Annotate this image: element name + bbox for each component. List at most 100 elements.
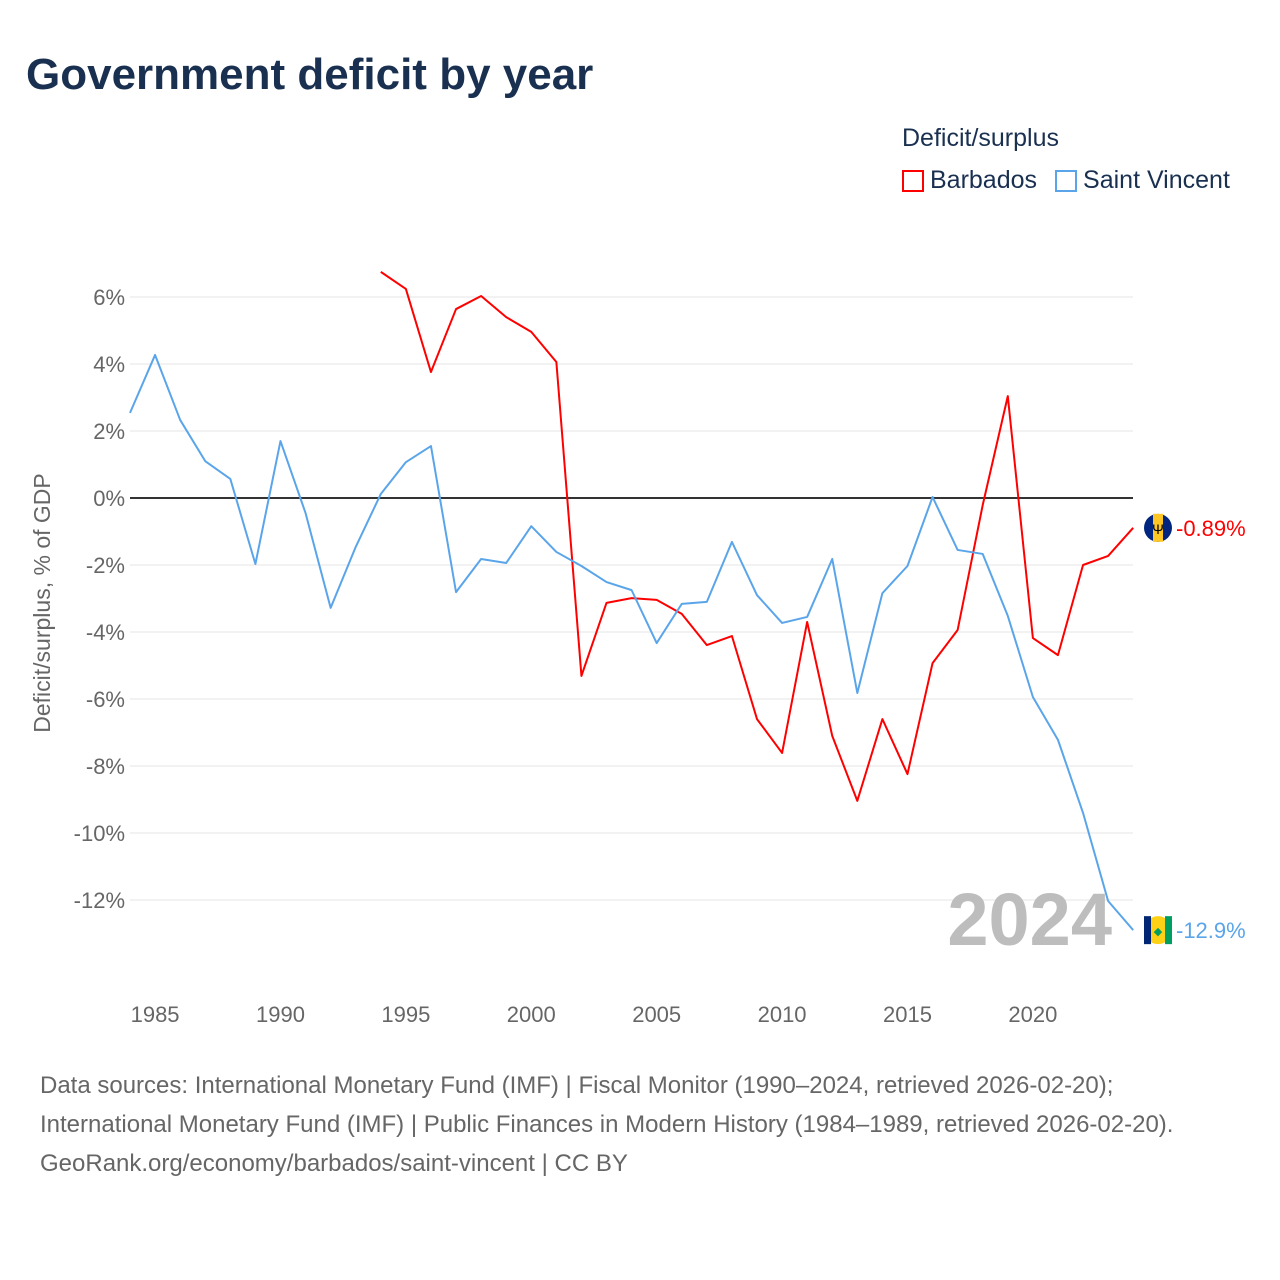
y-tick-label: 6% — [93, 285, 125, 310]
data-point — [705, 600, 709, 604]
legend-swatch-saint-vincent — [1055, 169, 1078, 192]
data-point — [830, 734, 834, 738]
data-point — [931, 661, 935, 665]
diamonds-icon: ◆ — [1154, 926, 1163, 938]
data-point — [178, 418, 182, 422]
data-point — [278, 439, 282, 443]
data-point — [1131, 526, 1135, 530]
data-point — [1131, 928, 1135, 932]
data-point — [905, 564, 909, 568]
data-point — [680, 612, 684, 616]
data-point — [755, 717, 759, 721]
data-point — [730, 540, 734, 544]
data-point — [1006, 614, 1010, 618]
data-point — [379, 492, 383, 496]
x-tick-label: 1995 — [381, 1002, 430, 1027]
data-point — [228, 477, 232, 481]
legend-swatch-barbados — [902, 169, 924, 192]
end-value-label: -12.9% — [1176, 918, 1246, 943]
data-point — [1056, 738, 1060, 742]
x-tick-label: 2015 — [883, 1002, 932, 1027]
x-tick-label: 2005 — [632, 1002, 681, 1027]
y-tick-label: -2% — [86, 553, 125, 578]
data-point — [605, 601, 609, 605]
data-point — [855, 691, 859, 695]
y-tick-label: -12% — [74, 888, 125, 913]
year-watermark: 2024 — [947, 878, 1112, 961]
y-tick-label: 2% — [93, 419, 125, 444]
legend-label-barbados: Barbados — [930, 166, 1038, 194]
data-point — [529, 524, 533, 528]
y-tick-label: 0% — [93, 486, 125, 511]
data-point — [504, 315, 508, 319]
data-point — [379, 270, 383, 274]
legend-title: Deficit/surplus — [902, 124, 1059, 152]
data-point — [153, 353, 157, 357]
data-point — [655, 641, 659, 645]
data-point — [730, 634, 734, 638]
x-tick-label: 1985 — [131, 1002, 180, 1027]
data-point — [1081, 563, 1085, 567]
line-chart: 6% 4% 2% 0% -2% -4% -6% -8% -10% -12% 1985 1990 1995… — [29, 270, 1246, 1027]
data-point — [855, 799, 859, 803]
data-point — [404, 287, 408, 291]
saint-vincent-flag-blue — [1144, 916, 1151, 945]
legend-item-barbados[interactable]: Barbados — [902, 166, 1037, 195]
data-point — [956, 548, 960, 552]
legend: Barbados Saint Vincent — [902, 166, 1230, 195]
data-point — [1031, 695, 1035, 699]
data-point — [605, 580, 609, 584]
data-point — [981, 503, 985, 507]
data-point — [755, 593, 759, 597]
data-point — [805, 620, 809, 624]
data-point — [630, 588, 634, 592]
chart-title: Government deficit by year — [26, 50, 594, 99]
legend-item-saint-vincent[interactable]: Saint Vincent — [1055, 166, 1230, 195]
barbados-flag-stripe — [1153, 513, 1163, 542]
legend-label-saint-vincent: Saint Vincent — [1083, 166, 1230, 194]
trident-icon: Ψ — [1152, 521, 1164, 537]
series-line-saint-vincent — [129, 353, 1134, 931]
y-tick-label: -4% — [86, 620, 125, 645]
data-point — [329, 606, 333, 610]
data-point — [579, 564, 583, 568]
footer: Data sources: International Monetary Fun… — [40, 1066, 1240, 1183]
x-tick-label: 2010 — [758, 1002, 807, 1027]
data-point — [1106, 899, 1110, 903]
data-point — [554, 550, 558, 554]
data-point — [1056, 653, 1060, 657]
data-point — [1081, 811, 1085, 815]
data-point — [1106, 554, 1110, 558]
data-point — [780, 621, 784, 625]
data-point — [253, 562, 257, 566]
credit-link[interactable]: GeoRank.org/economy/barbados/saint-vince… — [40, 1150, 628, 1177]
series-line-barbados — [380, 271, 1134, 802]
data-point — [880, 591, 884, 595]
data-sources: Data sources: International Monetary Fun… — [40, 1072, 1174, 1138]
y-tick-label: 4% — [93, 352, 125, 377]
data-point — [304, 511, 308, 515]
data-point — [680, 602, 684, 606]
data-point — [429, 444, 433, 448]
x-tick-label: 1990 — [256, 1002, 305, 1027]
y-tick-label: -10% — [74, 821, 125, 846]
data-point — [705, 643, 709, 647]
data-point — [479, 294, 483, 298]
data-point — [479, 557, 483, 561]
saint-vincent-flag-green — [1165, 916, 1172, 945]
data-point — [579, 674, 583, 678]
data-point — [203, 459, 207, 463]
y-tick-label: -8% — [86, 754, 125, 779]
x-tick-label: 2020 — [1008, 1002, 1057, 1027]
end-value-label: -0.89% — [1176, 516, 1246, 541]
y-axis-label: Deficit/surplus, % of GDP — [29, 473, 55, 732]
data-point — [504, 561, 508, 565]
data-point — [128, 411, 132, 415]
data-point — [956, 628, 960, 632]
data-point — [880, 717, 884, 721]
data-point — [655, 598, 659, 602]
data-point — [805, 615, 809, 619]
data-point — [905, 772, 909, 776]
data-point — [1031, 636, 1035, 640]
data-point — [554, 360, 558, 364]
